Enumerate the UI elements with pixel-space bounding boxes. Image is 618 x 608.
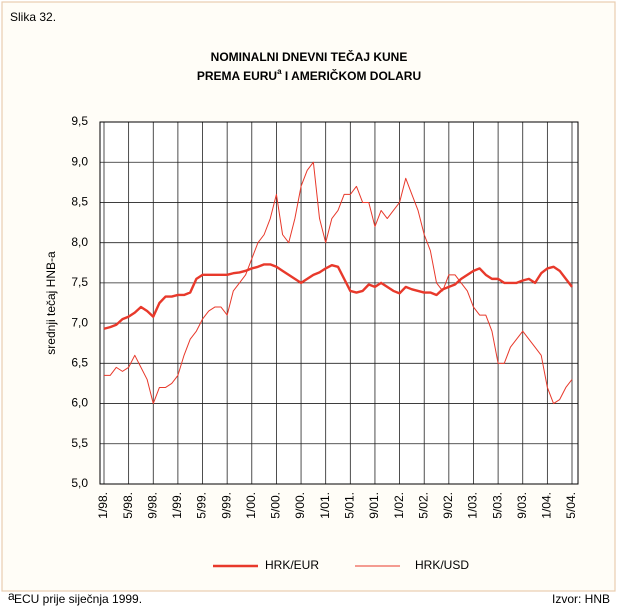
- x-tick-label: 1/04.: [540, 492, 554, 519]
- y-tick-label: 7,0: [71, 315, 88, 329]
- x-tick-label: 9/98.: [145, 492, 159, 519]
- title-note-mark: a: [277, 67, 282, 76]
- x-tick-label: 5/99.: [195, 492, 209, 519]
- y-tick-label: 5,5: [71, 436, 88, 450]
- x-tick-label: 5/02.: [416, 492, 430, 519]
- x-tick-label: 9/03.: [515, 492, 529, 519]
- title-part: I AMERIČKOM DOLARU: [282, 68, 422, 83]
- y-axis-label: srednji tečaj HNB-a: [44, 251, 58, 355]
- chart-title: NOMINALNI DNEVNI TEČAJ KUNE: [211, 49, 408, 64]
- x-tick-label: 1/98.: [96, 492, 110, 519]
- x-tick-label: 5/01.: [342, 492, 356, 519]
- x-tick-label: 1/01.: [318, 492, 332, 519]
- footnote-mark: a: [8, 589, 15, 603]
- x-tick-label: 5/04.: [564, 492, 578, 519]
- y-tick-label: 9,0: [71, 154, 88, 168]
- y-tick-label: 6,5: [71, 356, 88, 370]
- y-tick-label: 6,0: [71, 396, 88, 410]
- x-tick-label: 5/98.: [121, 492, 135, 519]
- legend-label: HRK/USD: [415, 558, 469, 572]
- y-tick-label: 8,5: [71, 195, 88, 209]
- series-line: [103, 263, 573, 330]
- x-tick-label: 9/99.: [219, 492, 233, 519]
- footnote: ECU prije siječnja 1999.: [14, 592, 142, 606]
- x-tick-label: 9/01.: [367, 492, 381, 519]
- x-tick-label: 1/00.: [244, 492, 258, 519]
- plot-border: [99, 121, 579, 485]
- x-tick-label: 1/02.: [392, 492, 406, 519]
- chart-title: PREMA EURUa I AMERIČKOM DOLARU: [197, 67, 421, 83]
- y-tick-label: 5,0: [71, 476, 88, 490]
- y-tick-label: 9,5: [71, 114, 88, 128]
- x-tick-label: 5/00.: [269, 492, 283, 519]
- plot-area: [100, 122, 578, 484]
- title-part: PREMA EURU: [197, 69, 277, 83]
- x-tick-label: 9/00.: [293, 492, 307, 519]
- legend-label: HRK/EUR: [265, 558, 319, 572]
- y-tick-label: 8,0: [71, 235, 88, 249]
- x-tick-label: 5/03.: [490, 492, 504, 519]
- x-tick-label: 1/99.: [170, 492, 184, 519]
- series-line: [104, 161, 573, 405]
- source: Izvor: HNB: [552, 592, 610, 606]
- x-tick-label: 9/02.: [441, 492, 455, 519]
- x-tick-label: 1/03.: [466, 492, 480, 519]
- figure-label: Slika 32.: [10, 10, 56, 24]
- y-tick-label: 7,5: [71, 275, 88, 289]
